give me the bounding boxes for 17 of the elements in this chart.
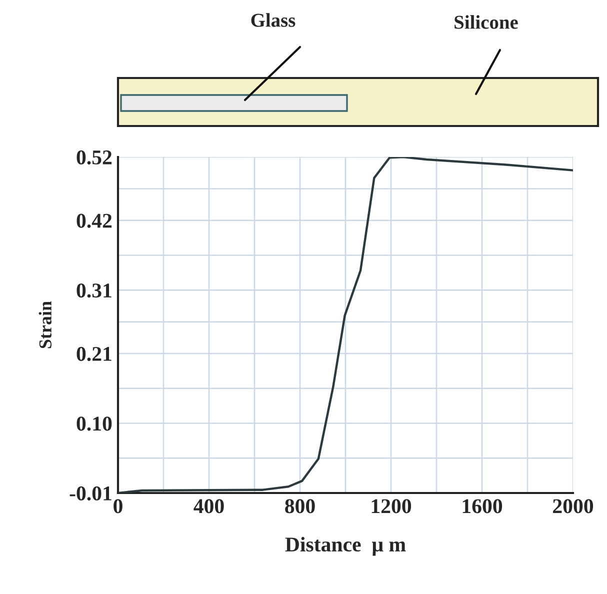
x-tick-label: 2000 <box>553 499 594 514</box>
y-tick-label: 0.10 <box>76 416 112 431</box>
y-tick-label: 0.21 <box>76 346 112 362</box>
x-tick-label: 400 <box>194 499 224 514</box>
y-tick-label: 0.31 <box>76 284 112 298</box>
x-tick-label: 1200 <box>372 499 412 514</box>
x-tick-label: 1600 <box>462 499 502 514</box>
y-tick-label: 0.52 <box>76 150 112 165</box>
text: Glass <box>251 13 296 27</box>
text: Silicone <box>454 15 518 29</box>
y-axis-title: Strain <box>38 301 52 348</box>
x-tick-label: 800 <box>285 499 315 514</box>
x-axis-title: Distance μ m <box>285 536 406 556</box>
line-series <box>118 157 573 493</box>
y-tick-label: -0.01 <box>70 486 112 501</box>
y-tick-label: 0.42 <box>76 214 112 228</box>
x-tick-label: 0 <box>114 499 122 514</box>
